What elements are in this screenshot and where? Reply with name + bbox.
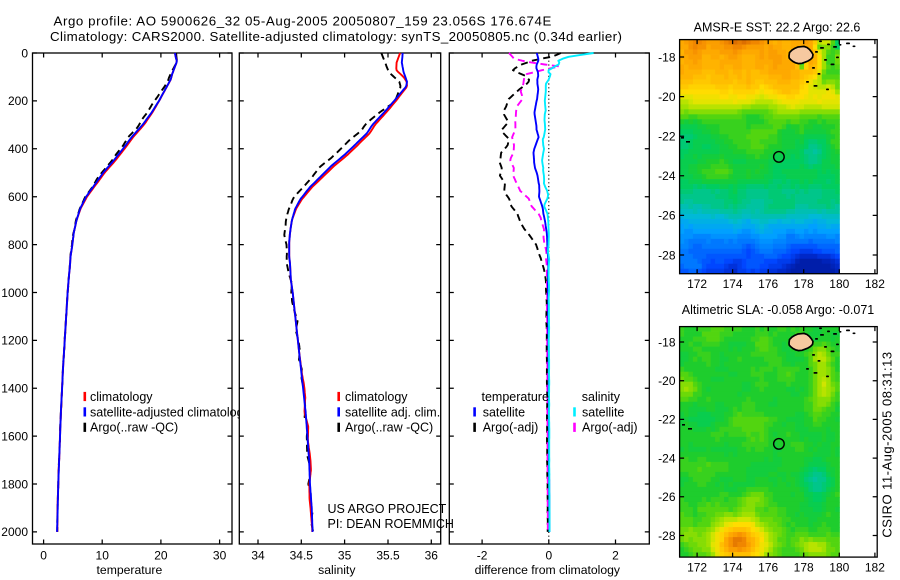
svg-text:-28: -28 xyxy=(658,248,676,262)
svg-text:400: 400 xyxy=(8,142,28,156)
svg-text:1000: 1000 xyxy=(1,286,28,300)
svg-text:2: 2 xyxy=(612,549,619,563)
svg-text:30: 30 xyxy=(213,549,227,563)
svg-text:-18: -18 xyxy=(658,335,676,349)
svg-text:-22: -22 xyxy=(658,130,676,144)
svg-text:satellite-adjusted climatology: satellite-adjusted climatology xyxy=(90,405,251,419)
svg-text:-20: -20 xyxy=(658,374,676,388)
svg-text:salinity: salinity xyxy=(582,390,621,404)
svg-text:34.5: 34.5 xyxy=(290,549,314,563)
svg-text:-24: -24 xyxy=(658,451,676,465)
svg-text:172: 172 xyxy=(687,277,707,291)
svg-text:satellite: satellite xyxy=(483,405,525,419)
svg-text:172: 172 xyxy=(687,561,707,575)
svg-text:US ARGO PROJECT: US ARGO PROJECT xyxy=(328,502,447,516)
svg-text:1200: 1200 xyxy=(1,334,28,348)
svg-text:600: 600 xyxy=(8,190,28,204)
svg-text:temperature: temperature xyxy=(482,390,549,404)
svg-text:180: 180 xyxy=(829,277,849,291)
svg-text:Argo profile: AO 5900626_32 05: Argo profile: AO 5900626_32 05-Aug-2005 … xyxy=(54,14,552,29)
svg-text:-26: -26 xyxy=(658,209,676,223)
svg-text:Argo(..raw -QC): Argo(..raw -QC) xyxy=(90,421,178,435)
svg-text:36: 36 xyxy=(425,549,439,563)
svg-text:Argo(-adj): Argo(-adj) xyxy=(582,421,638,435)
svg-text:10: 10 xyxy=(96,549,110,563)
svg-text:-20: -20 xyxy=(658,90,676,104)
svg-text:difference from climatology: difference from climatology xyxy=(475,563,621,577)
svg-text:-26: -26 xyxy=(658,490,676,504)
svg-text:1800: 1800 xyxy=(1,477,28,491)
svg-text:satellite: satellite xyxy=(582,405,624,419)
svg-text:-24: -24 xyxy=(658,169,676,183)
svg-text:PI: DEAN ROEMMICH: PI: DEAN ROEMMICH xyxy=(328,517,454,531)
svg-text:0: 0 xyxy=(40,549,47,563)
svg-text:satellite adj. clim.: satellite adj. clim. xyxy=(345,405,440,419)
svg-text:0: 0 xyxy=(545,549,552,563)
svg-text:climatology: climatology xyxy=(90,390,153,404)
svg-text:178: 178 xyxy=(794,277,814,291)
svg-text:2000: 2000 xyxy=(1,525,28,539)
svg-text:34: 34 xyxy=(251,549,265,563)
svg-text:174: 174 xyxy=(723,277,743,291)
svg-text:climatology: climatology xyxy=(345,390,408,404)
svg-text:20: 20 xyxy=(154,549,168,563)
svg-text:salinity: salinity xyxy=(318,563,356,577)
svg-text:174: 174 xyxy=(723,561,743,575)
svg-text:Argo(-adj): Argo(-adj) xyxy=(483,421,539,435)
svg-text:176: 176 xyxy=(758,561,778,575)
svg-text:-22: -22 xyxy=(658,413,676,427)
svg-text:-28: -28 xyxy=(658,529,676,543)
svg-text:200: 200 xyxy=(8,94,28,108)
svg-text:178: 178 xyxy=(794,561,814,575)
svg-text:182: 182 xyxy=(865,561,885,575)
svg-text:1600: 1600 xyxy=(1,429,28,443)
svg-text:Argo(..raw -QC): Argo(..raw -QC) xyxy=(345,421,433,435)
svg-text:182: 182 xyxy=(865,277,885,291)
svg-text:1400: 1400 xyxy=(1,382,28,396)
svg-text:176: 176 xyxy=(758,277,778,291)
svg-text:-18: -18 xyxy=(658,50,676,64)
svg-text:AMSR-E SST: 22.2 Argo: 22.6: AMSR-E SST: 22.2 Argo: 22.6 xyxy=(694,20,861,34)
svg-text:0: 0 xyxy=(21,46,28,60)
svg-text:CSIRO 11-Aug-2005 08:31:13: CSIRO 11-Aug-2005 08:31:13 xyxy=(880,351,895,537)
svg-text:35: 35 xyxy=(338,549,352,563)
svg-text:800: 800 xyxy=(8,238,28,252)
svg-text:temperature: temperature xyxy=(97,563,163,577)
svg-text:Altimetric SLA: -0.058 Argo: -: Altimetric SLA: -0.058 Argo: -0.071 xyxy=(682,303,875,317)
svg-text:180: 180 xyxy=(829,561,849,575)
svg-text:35.5: 35.5 xyxy=(376,549,400,563)
svg-text:-2: -2 xyxy=(477,549,488,563)
svg-text:Climatology: CARS2000. Satelli: Climatology: CARS2000. Satellite-adjuste… xyxy=(50,29,622,44)
